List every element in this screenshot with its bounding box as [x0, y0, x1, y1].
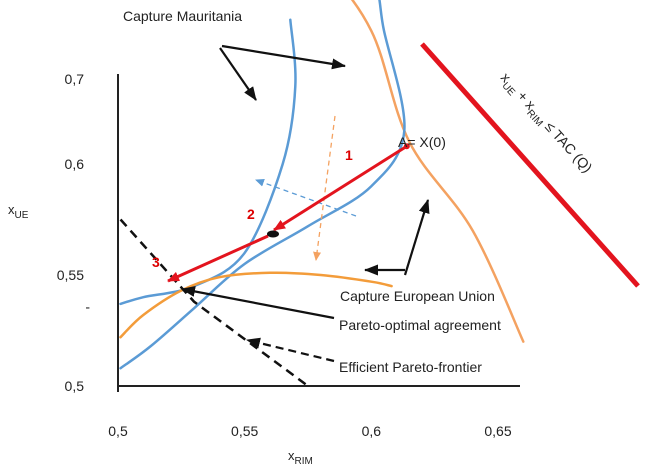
- x-tick-label-0: 0,5: [108, 423, 128, 439]
- y-axis-label: xUE: [8, 202, 29, 221]
- axes-layer: 0,5 0,55 0,6 0,65 0,5 0,55 0,6 0,7 - xRIM xUE: [8, 71, 520, 466]
- point-step-2: [267, 230, 279, 238]
- point-A-label: A= X(0): [398, 134, 446, 150]
- eu-callout-arrow-2: [403, 199, 430, 276]
- mauritania-capture-curve-outer: [119, 0, 406, 370]
- step-number-1: 1: [345, 147, 353, 163]
- curves-layer: [119, 0, 640, 388]
- marks-layer: [167, 143, 410, 283]
- negotiation-arrow-2: [167, 234, 269, 283]
- y-tick-label-3: 0,7: [65, 71, 85, 87]
- efficient-pareto-frontier-line: [119, 218, 309, 388]
- eu-capture-curve-light: [350, 0, 525, 343]
- negotiation-arrow-1: [273, 144, 408, 232]
- point-A: [403, 143, 410, 150]
- step-number-3: 3: [152, 254, 160, 270]
- x-tick-label-3: 0,65: [484, 423, 511, 439]
- x-tick-label-1: 0,55: [231, 423, 258, 439]
- x-tick-label-2: 0,6: [362, 423, 382, 439]
- mauritania-capture-curve-inner: [119, 18, 297, 306]
- step-number-2: 2: [247, 206, 255, 222]
- mauritania-callout-arrow-2: [219, 47, 257, 101]
- tac-constraint-label: xUE + xRIM ≤ TAC (Q): [495, 69, 596, 178]
- capture-eu-label: Capture European Union: [340, 288, 495, 304]
- x-axis-label: xRIM: [288, 448, 313, 466]
- tac-constraint-label-group: xUE + xRIM ≤ TAC (Q): [495, 69, 596, 178]
- capture-mauritania-label: Capture Mauritania: [123, 8, 242, 24]
- y-tick-label-0: 0,5: [65, 378, 85, 394]
- mauritania-callout-arrow-1: [221, 44, 346, 70]
- pareto-agreement-label: Pareto-optimal agreement: [339, 317, 501, 333]
- tac-constraint-line: [420, 42, 640, 288]
- y-tick-label-dash: -: [85, 298, 90, 314]
- labels-layer: 1 2 3 A= X(0) Capture Mauritania Capture Euro…: [123, 8, 596, 375]
- y-tick-label-1: 0,55: [57, 267, 84, 283]
- efficient-frontier-arrow: [246, 337, 335, 363]
- y-tick-label-2: 0,6: [65, 156, 85, 172]
- eu-capture-curve: [119, 271, 393, 339]
- efficient-frontier-label: Efficient Pareto-frontier: [339, 359, 482, 375]
- pareto-agreement-arrow: [181, 286, 335, 320]
- eu-helper-arrow: [313, 115, 336, 261]
